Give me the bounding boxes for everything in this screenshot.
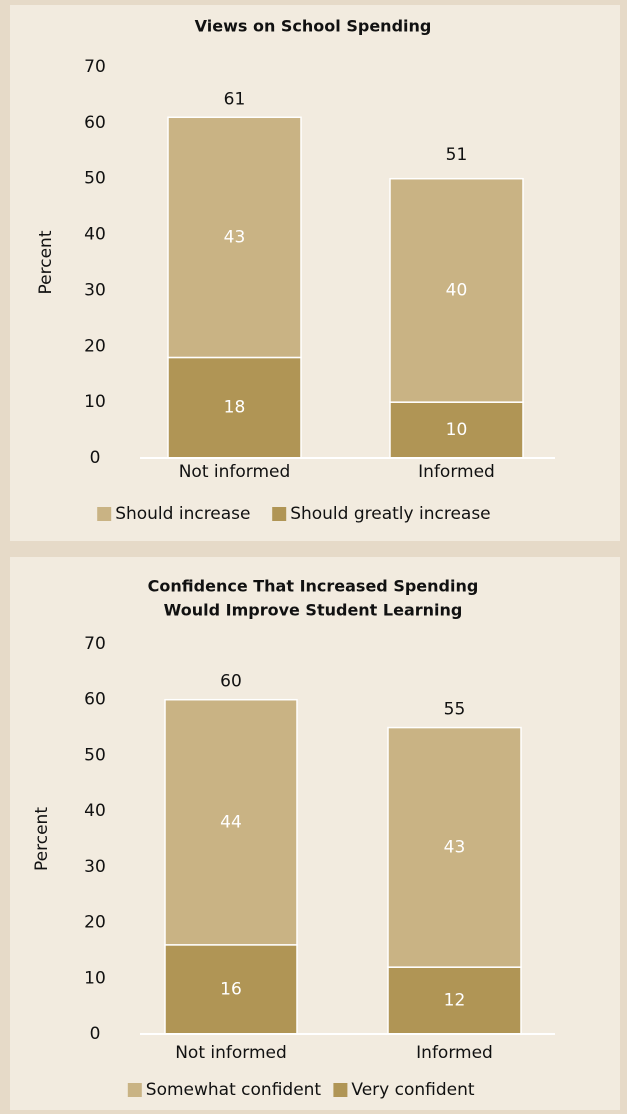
bar-segment <box>389 177 524 403</box>
value-label: 18 <box>224 398 246 418</box>
y-tick-label: 50 <box>84 745 106 765</box>
y-tick-label: 30 <box>84 857 106 877</box>
x-tick-label: Informed <box>416 1043 493 1063</box>
y-tick-label: 0 <box>90 1024 101 1044</box>
chart-title: Confidence That Increased Spending <box>148 577 479 596</box>
legend-label: Should greatly increase <box>290 504 490 524</box>
legend-label: Very confident <box>351 1080 474 1100</box>
value-label: 40 <box>446 280 468 300</box>
value-label: 44 <box>220 812 242 832</box>
x-tick-label: Informed <box>418 462 495 482</box>
y-tick-label: 10 <box>84 968 106 988</box>
y-tick-label: 60 <box>84 113 106 133</box>
y-axis-label: Percent <box>36 230 56 294</box>
chart-title: Views on School Spending <box>195 17 432 36</box>
value-label: 43 <box>444 837 466 857</box>
legend-swatch <box>127 1083 142 1097</box>
y-tick-label: 30 <box>84 280 106 300</box>
y-tick-label: 50 <box>84 169 106 189</box>
y-tick-label: 10 <box>84 392 106 412</box>
y-axis-label: Percent <box>32 807 52 871</box>
bar-segment <box>164 944 298 1035</box>
bar-segment <box>387 966 522 1035</box>
total-label: 61 <box>224 89 246 109</box>
legend-label: Somewhat confident <box>146 1080 322 1100</box>
total-label: 51 <box>446 145 468 165</box>
total-label: 60 <box>220 672 242 692</box>
bar-segment <box>167 356 302 459</box>
bar-segment <box>387 726 522 968</box>
legend-swatch <box>272 507 287 521</box>
bar-segment <box>164 698 298 946</box>
x-tick-label: Not informed <box>175 1043 287 1063</box>
panel <box>10 5 620 541</box>
y-tick-label: 70 <box>84 57 106 77</box>
y-tick-label: 40 <box>84 801 106 821</box>
y-tick-label: 20 <box>84 913 106 933</box>
value-label: 16 <box>220 979 242 999</box>
x-tick-label: Not informed <box>179 462 291 482</box>
y-tick-label: 0 <box>90 448 101 468</box>
y-tick-label: 40 <box>84 225 106 245</box>
legend-swatch <box>97 507 112 521</box>
total-label: 55 <box>444 700 466 720</box>
chart-title: Would Improve Student Learning <box>164 601 463 620</box>
y-tick-label: 60 <box>84 690 106 710</box>
bar-segment <box>389 401 524 459</box>
y-tick-label: 70 <box>84 634 106 654</box>
bar-segment <box>167 116 302 359</box>
value-label: 43 <box>224 227 246 247</box>
legend-swatch <box>333 1083 348 1097</box>
value-label: 10 <box>446 420 468 440</box>
legend-label: Should increase <box>115 504 250 524</box>
y-tick-label: 20 <box>84 336 106 356</box>
value-label: 12 <box>444 991 466 1011</box>
